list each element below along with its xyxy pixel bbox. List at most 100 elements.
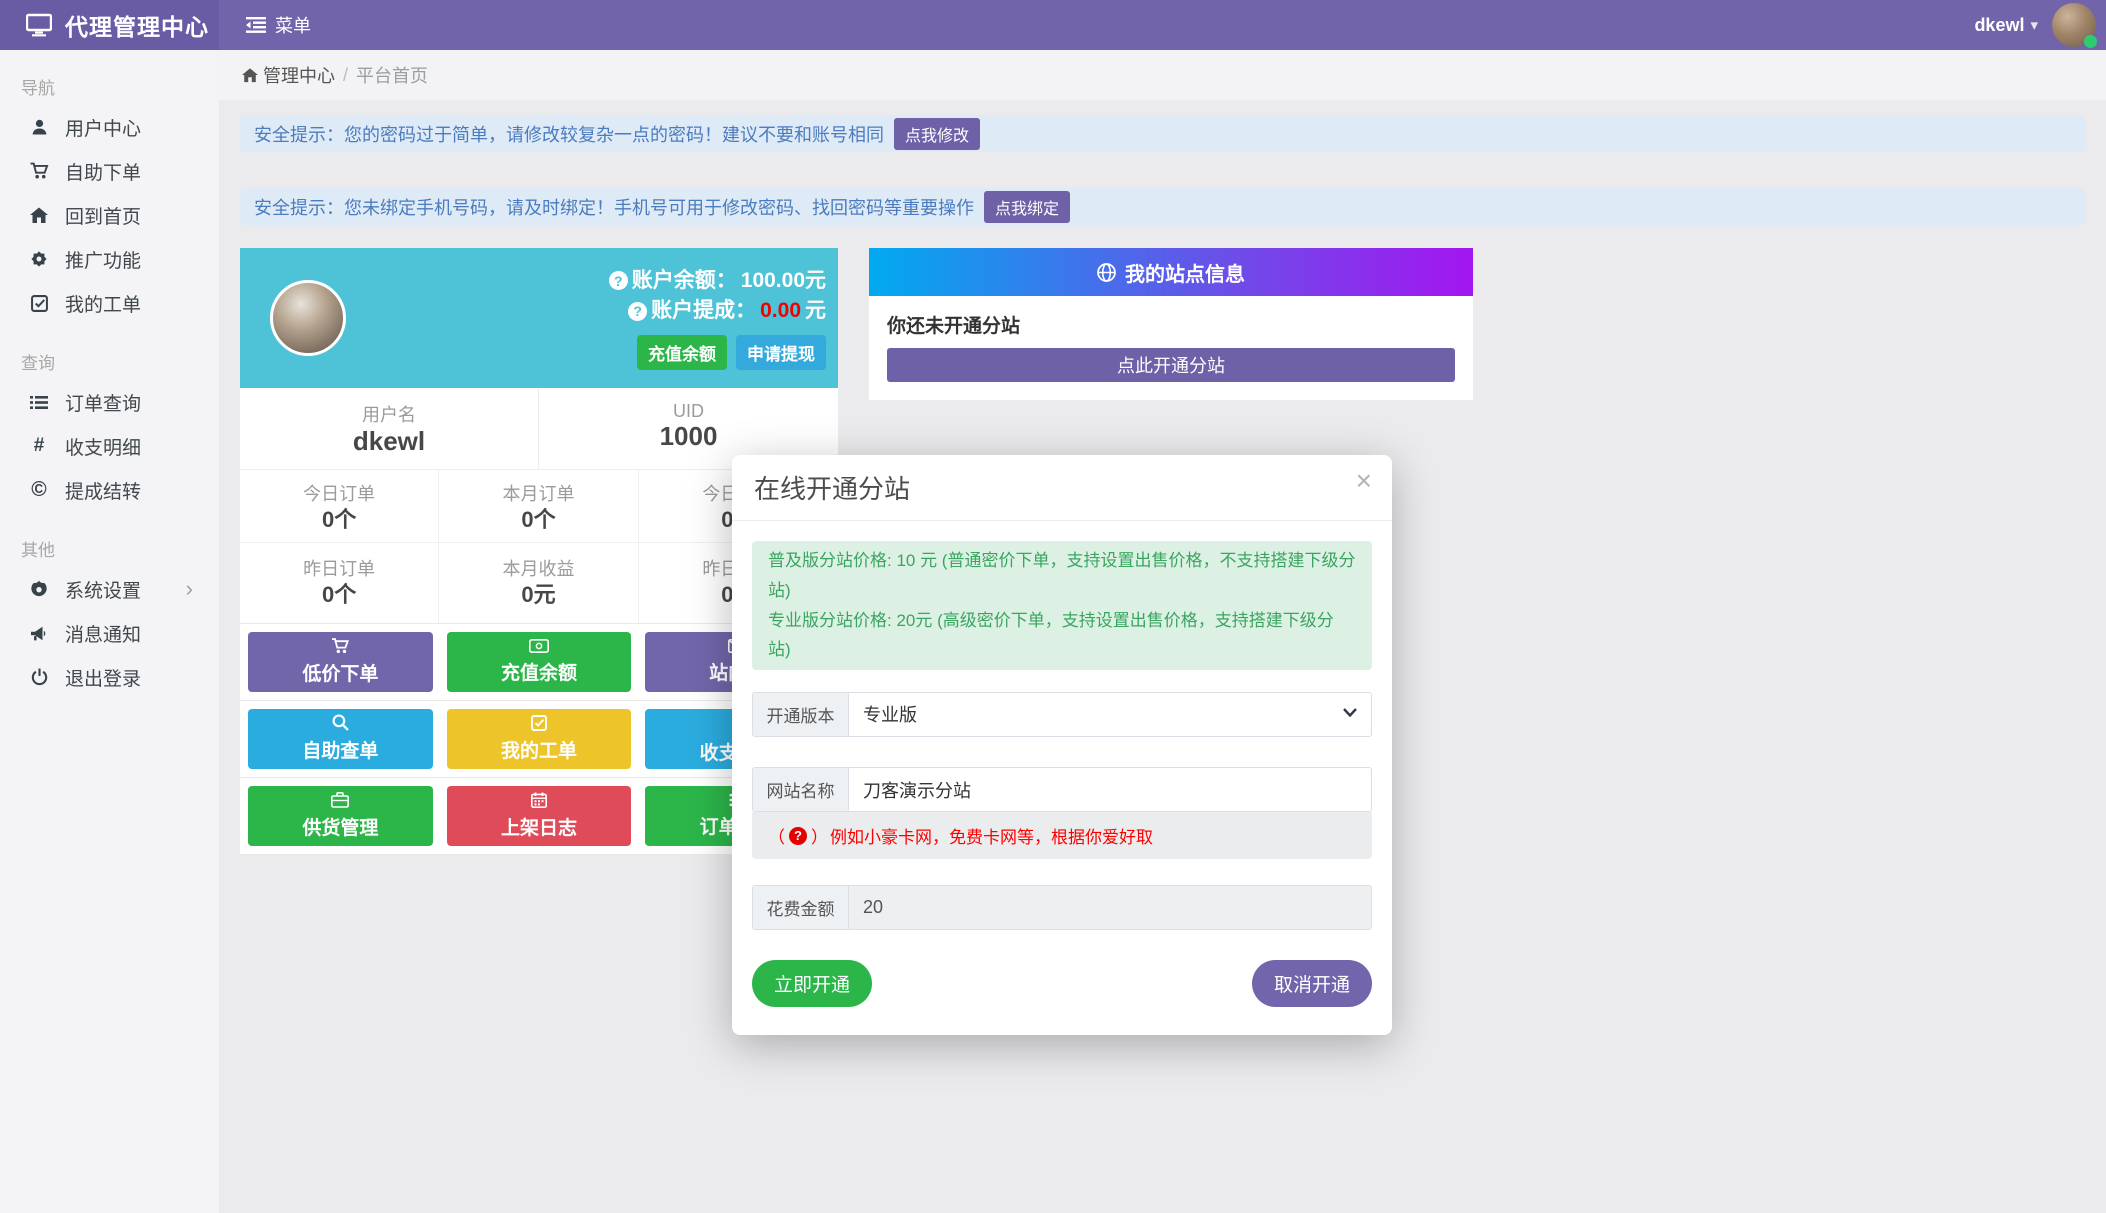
sidebar-item-promotion[interactable]: 推广功能 xyxy=(0,237,219,281)
site-name-label: 网站名称 xyxy=(753,768,849,811)
user-icon xyxy=(28,118,50,136)
banknote-icon xyxy=(528,638,549,653)
outdent-icon xyxy=(246,17,266,33)
site-name-field-group: 网站名称 xyxy=(752,767,1372,812)
copyright-icon: © xyxy=(31,478,47,501)
question-circle-icon: ? xyxy=(789,826,807,845)
close-icon[interactable]: × xyxy=(1355,465,1372,496)
sidebar-item-self-order[interactable]: 自助下单 xyxy=(0,149,219,193)
breadcrumb-current: 平台首页 xyxy=(356,66,429,86)
site-info-card: 我的站点信息 你还未开通分站 点此开通分站 xyxy=(869,248,1473,400)
megaphone-icon xyxy=(28,625,50,642)
sidebar-item-notifications[interactable]: 消息通知 xyxy=(0,611,219,655)
online-status-dot xyxy=(2084,35,2097,48)
stat-today-orders: 今日订单 0个 xyxy=(240,469,440,544)
version-select[interactable]: 专业版 xyxy=(849,693,1371,736)
breadcrumb-root[interactable]: 管理中心 xyxy=(242,62,335,88)
user-menu[interactable]: dkewl ▾ xyxy=(1974,3,2106,48)
open-substation-button[interactable]: 点此开通分站 xyxy=(887,348,1455,382)
amount-label: 花费金额 xyxy=(753,886,849,929)
avatar xyxy=(270,280,346,356)
site-info-header: 我的站点信息 xyxy=(869,248,1473,296)
identity-row: 用户名 dkewl UID 1000 xyxy=(240,388,838,470)
list-icon xyxy=(28,395,50,410)
home-icon xyxy=(28,207,50,224)
password-alert: 安全提示：您的密码过于简单，请修改较复杂一点的密码！建议不要和账号相同 点我修改 xyxy=(240,115,2085,152)
chevron-right-icon: › xyxy=(185,576,193,601)
username-value: dkewl xyxy=(352,426,426,456)
sidebar-section-other: 其他 xyxy=(21,541,55,560)
briefcase-icon xyxy=(331,791,350,808)
change-password-button[interactable]: 点我修改 xyxy=(894,117,981,150)
site-name-hint-text: 例如小豪卡网，免费卡网等，根据你爱好取 xyxy=(830,828,1153,847)
tile-self-query[interactable]: 自助查单 xyxy=(248,708,433,769)
top-navbar: 代理管理中心 菜单 dkewl ▾ xyxy=(0,0,2106,50)
tile-cheap-order[interactable]: 低价下单 xyxy=(248,631,433,692)
sidebar-item-order-query[interactable]: 订单查询 xyxy=(0,380,219,424)
uid-cell: UID 1000 xyxy=(539,388,838,469)
calendar-icon xyxy=(530,792,547,808)
menu-toggle-label: 菜单 xyxy=(275,16,311,36)
sidebar-item-user-center[interactable]: 用户中心 xyxy=(0,105,219,149)
commission-value: 0.00 xyxy=(760,299,801,322)
commission-line: ? 账户提成： 0.00 元 xyxy=(609,296,826,326)
profile-card-header: ? 账户余额： 100.00元 ? 账户提成： 0.00 元 充值余额 xyxy=(240,248,838,388)
tile-supply-management[interactable]: 供货管理 xyxy=(248,785,433,846)
tile-recharge[interactable]: 充值余额 xyxy=(446,631,632,692)
sidebar-item-home[interactable]: 回到首页 xyxy=(0,193,219,237)
balance-value: 100.00元 xyxy=(740,268,826,292)
site-status-message: 你还未开通分站 xyxy=(887,316,1021,337)
check-square-icon xyxy=(531,714,547,731)
tile-listing-log[interactable]: 上架日志 xyxy=(446,785,632,846)
version-field-group: 开通版本 专业版 xyxy=(752,692,1372,737)
pricing-notice: 普及版分站价格: 10 元 (普通密价下单，支持设置出售价格，不支持搭建下级分站… xyxy=(752,541,1372,670)
sidebar: 导航 用户中心 自助下单 回到首页 推广功能 我的工单 查询 订单查询 # 收支… xyxy=(0,50,219,1213)
breadcrumb: 管理中心 / 平台首页 xyxy=(219,50,2106,100)
phone-bind-alert-text: 安全提示：您未绑定手机号码，请及时绑定！手机号可用于修改密码、找回密码等重要操作 xyxy=(254,197,974,218)
bind-phone-button[interactable]: 点我绑定 xyxy=(984,190,1071,223)
sidebar-section-query: 查询 xyxy=(21,354,55,373)
stat-yesterday-orders: 昨日订单 0个 xyxy=(240,543,440,623)
app-brand[interactable]: 代理管理中心 xyxy=(0,0,219,50)
header-username: dkewl xyxy=(1974,14,2025,35)
app-title: 代理管理中心 xyxy=(65,14,209,40)
cart-icon xyxy=(28,162,50,180)
hashtag-icon: # xyxy=(33,435,45,456)
site-name-input[interactable] xyxy=(849,768,1371,811)
cart-icon xyxy=(331,637,350,654)
check-square-icon xyxy=(28,294,50,312)
commission-label: 账户提成： xyxy=(651,299,757,322)
stat-month-orders: 本月订单 0个 xyxy=(439,469,639,544)
commission-unit: 元 xyxy=(805,299,826,322)
sidebar-item-commission-transfer[interactable]: © 提成结转 xyxy=(0,468,219,512)
avatar[interactable] xyxy=(2052,3,2097,48)
question-circle-icon: ? xyxy=(608,271,628,291)
globe-icon xyxy=(1097,262,1116,282)
confirm-open-button[interactable]: 立即开通 xyxy=(752,960,873,1007)
site-name-hint: （?） 例如小豪卡网，免费卡网等，根据你爱好取 xyxy=(752,812,1372,859)
pricing-line-pro: 专业版分站价格: 20元 (高级密价下单，支持设置出售价格，支持搭建下级分站) xyxy=(768,610,1334,660)
monitor-icon xyxy=(26,13,52,37)
sidebar-item-system-settings[interactable]: 系统设置 › xyxy=(0,567,219,611)
power-icon xyxy=(28,668,50,686)
breadcrumb-separator: / xyxy=(343,64,349,85)
sidebar-item-my-tickets[interactable]: 我的工单 xyxy=(0,281,219,325)
recharge-button[interactable]: 充值余额 xyxy=(637,335,727,371)
cancel-open-button[interactable]: 取消开通 xyxy=(1251,960,1372,1007)
sidebar-item-logout[interactable]: 退出登录 xyxy=(0,655,219,699)
modal-title: 在线开通分站 xyxy=(754,474,911,504)
balance-label: 账户余额： xyxy=(631,268,737,292)
search-icon xyxy=(332,714,349,732)
menu-toggle[interactable]: 菜单 xyxy=(246,12,311,38)
balance-line: ? 账户余额： 100.00元 xyxy=(608,266,826,296)
phone-bind-alert: 安全提示：您未绑定手机号码，请及时绑定！手机号可用于修改密码、找回密码等重要操作… xyxy=(240,188,2085,225)
settings-icon xyxy=(28,580,50,598)
question-circle-icon: ? xyxy=(628,301,648,321)
modal-header: 在线开通分站 × xyxy=(732,455,1392,521)
password-alert-text: 安全提示：您的密码过于简单，请修改较复杂一点的密码！建议不要和账号相同 xyxy=(254,124,884,145)
tile-my-tickets[interactable]: 我的工单 xyxy=(446,708,632,769)
withdraw-button[interactable]: 申请提现 xyxy=(736,335,826,371)
sidebar-item-transactions[interactable]: # 收支明细 xyxy=(0,424,219,468)
caret-down-icon: ▾ xyxy=(2030,17,2038,34)
open-substation-modal: 在线开通分站 × 普及版分站价格: 10 元 (普通密价下单，支持设置出售价格，… xyxy=(732,455,1392,1035)
